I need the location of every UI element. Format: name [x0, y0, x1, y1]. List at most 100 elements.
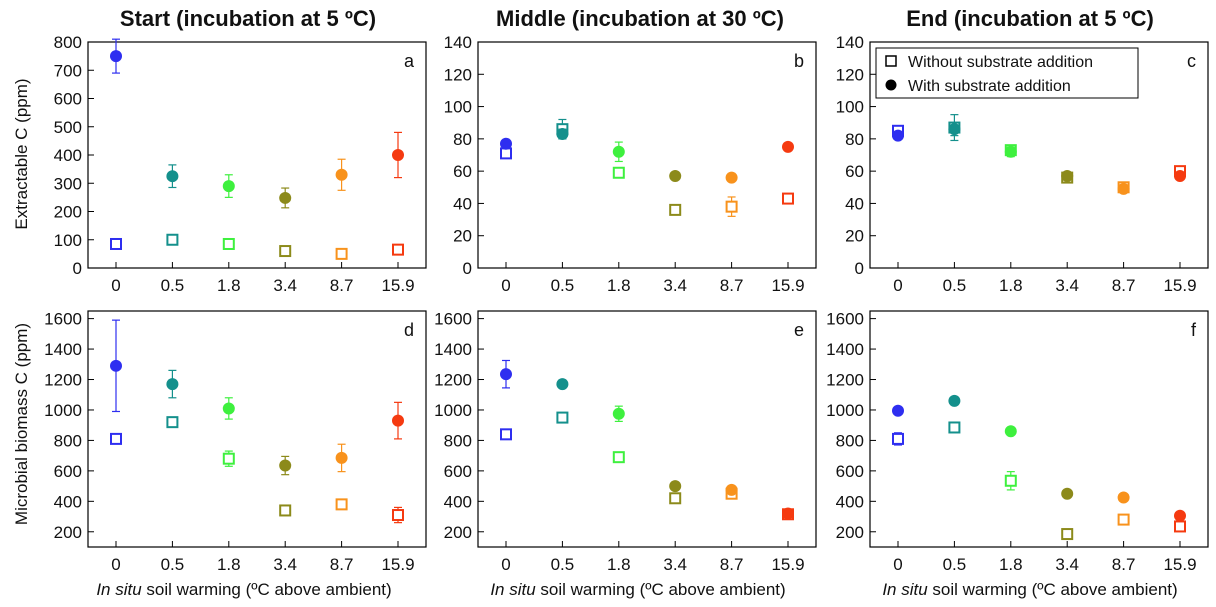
x-tick-label: 15.9 — [771, 276, 804, 295]
y-tick-label: 140 — [836, 33, 864, 52]
filled-circle-marker — [612, 407, 625, 420]
y-tick-label: 400 — [54, 492, 82, 511]
open-square-marker — [948, 421, 961, 434]
ylabel-extractable-c: Extractable C (ppm) — [12, 78, 31, 230]
x-tick-label: 1.8 — [999, 555, 1023, 574]
y-tick-label: 1000 — [826, 401, 864, 420]
x-tick-label: 8.7 — [720, 276, 744, 295]
y-tick-label: 80 — [453, 130, 472, 149]
open-square-marker — [335, 247, 348, 260]
filled-circle-marker — [166, 378, 179, 391]
y-tick-label: 1200 — [826, 371, 864, 390]
y-tick-label: 1600 — [434, 310, 472, 329]
x-tick-label: 0 — [893, 555, 902, 574]
open-square-marker — [612, 166, 625, 179]
legend-open-square-icon — [885, 55, 897, 67]
column-title-start: Start (incubation at 5 ºC) — [119, 6, 377, 31]
open-square-marker — [669, 203, 682, 216]
y-tick-label: 1000 — [44, 401, 82, 420]
filled-circle-marker — [335, 451, 348, 464]
y-tick-label: 40 — [453, 194, 472, 213]
x-tick-label: 1.8 — [217, 555, 241, 574]
filled-circle-marker — [612, 145, 625, 158]
y-tick-label: 700 — [54, 61, 82, 80]
panel-letter-f: f — [1191, 320, 1197, 340]
filled-circle-marker — [500, 137, 512, 150]
x-tick-label: 3.4 — [1055, 276, 1079, 295]
x-tick-label: 1.8 — [607, 276, 631, 295]
filled-circle-marker — [669, 480, 682, 493]
y-tick-label: 600 — [54, 90, 82, 109]
y-tick-label: 600 — [54, 462, 82, 481]
open-square-marker — [279, 245, 292, 258]
panel-frame-f — [869, 310, 1209, 548]
panel-frame-e — [477, 310, 817, 548]
y-tick-label: 600 — [444, 462, 472, 481]
x-tick-label: 0.5 — [161, 555, 185, 574]
y-tick-label: 800 — [54, 431, 82, 450]
open-square-marker — [222, 452, 235, 465]
xlabel-text: soil warming (ºC above ambient) — [535, 580, 786, 599]
y-tick-label: 200 — [836, 523, 864, 542]
filled-circle-marker — [392, 149, 404, 161]
y-tick-label: 400 — [836, 492, 864, 511]
y-tick-label: 1000 — [434, 401, 472, 420]
x-tick-label: 1.8 — [607, 555, 631, 574]
y-tick-label: 20 — [453, 227, 472, 246]
x-tick-label: 3.4 — [663, 555, 687, 574]
legend-label-open: Without substrate addition — [908, 54, 1093, 71]
x-tick-label: 1.8 — [217, 276, 241, 295]
y-tick-label: 80 — [845, 130, 864, 149]
open-square-marker — [1117, 513, 1130, 526]
x-tick-label: 8.7 — [330, 555, 354, 574]
panel-letter-e: e — [794, 320, 804, 340]
open-square-marker — [556, 411, 569, 424]
filled-circle-marker — [110, 50, 122, 63]
open-square-marker — [392, 243, 404, 256]
y-tick-label: 400 — [54, 146, 82, 165]
panel-letter-b: b — [794, 51, 804, 71]
y-tick-label: 100 — [444, 98, 472, 117]
column-title-middle: Middle (incubation at 30 ºC) — [496, 6, 784, 31]
filled-circle-marker — [725, 483, 738, 496]
x-tick-label: 3.4 — [273, 276, 297, 295]
panel-frame-d — [87, 310, 427, 548]
x-tick-label: 15.9 — [1163, 555, 1196, 574]
filled-circle-marker — [500, 368, 512, 381]
x-tick-label: 0 — [501, 555, 510, 574]
filled-circle-marker — [782, 140, 794, 153]
filled-circle-marker — [222, 180, 235, 193]
open-square-marker — [892, 432, 904, 445]
filled-circle-marker — [782, 507, 794, 520]
filled-circle-marker — [1004, 425, 1017, 438]
open-square-marker — [500, 147, 512, 160]
x-tick-label: 3.4 — [273, 555, 297, 574]
open-square-marker — [725, 200, 738, 213]
y-tick-label: 500 — [54, 118, 82, 137]
y-tick-label: 100 — [54, 231, 82, 250]
filled-circle-marker — [1174, 169, 1186, 182]
y-tick-label: 800 — [444, 431, 472, 450]
open-square-marker — [166, 416, 179, 429]
filled-circle-marker — [892, 129, 904, 142]
x-tick-label: 0 — [893, 276, 902, 295]
filled-circle-marker — [335, 168, 348, 181]
panel-frame-c — [869, 41, 1209, 269]
y-tick-label: 800 — [54, 33, 82, 52]
open-square-marker — [1174, 520, 1186, 533]
x-tick-label: 8.7 — [1112, 555, 1136, 574]
ylabel-microbial-biomass-c: Microbial biomass C (ppm) — [12, 322, 31, 526]
open-square-marker — [669, 492, 682, 505]
x-tick-label: 0.5 — [551, 276, 575, 295]
y-tick-label: 200 — [54, 523, 82, 542]
y-tick-label: 1600 — [44, 310, 82, 329]
y-tick-label: 0 — [73, 259, 82, 278]
filled-circle-marker — [892, 404, 904, 417]
y-tick-label: 20 — [845, 227, 864, 246]
y-tick-label: 1200 — [44, 371, 82, 390]
open-square-marker — [110, 432, 122, 445]
panel-frame-a — [87, 41, 427, 269]
open-square-marker — [279, 504, 292, 517]
x-tick-label: 8.7 — [1112, 276, 1136, 295]
